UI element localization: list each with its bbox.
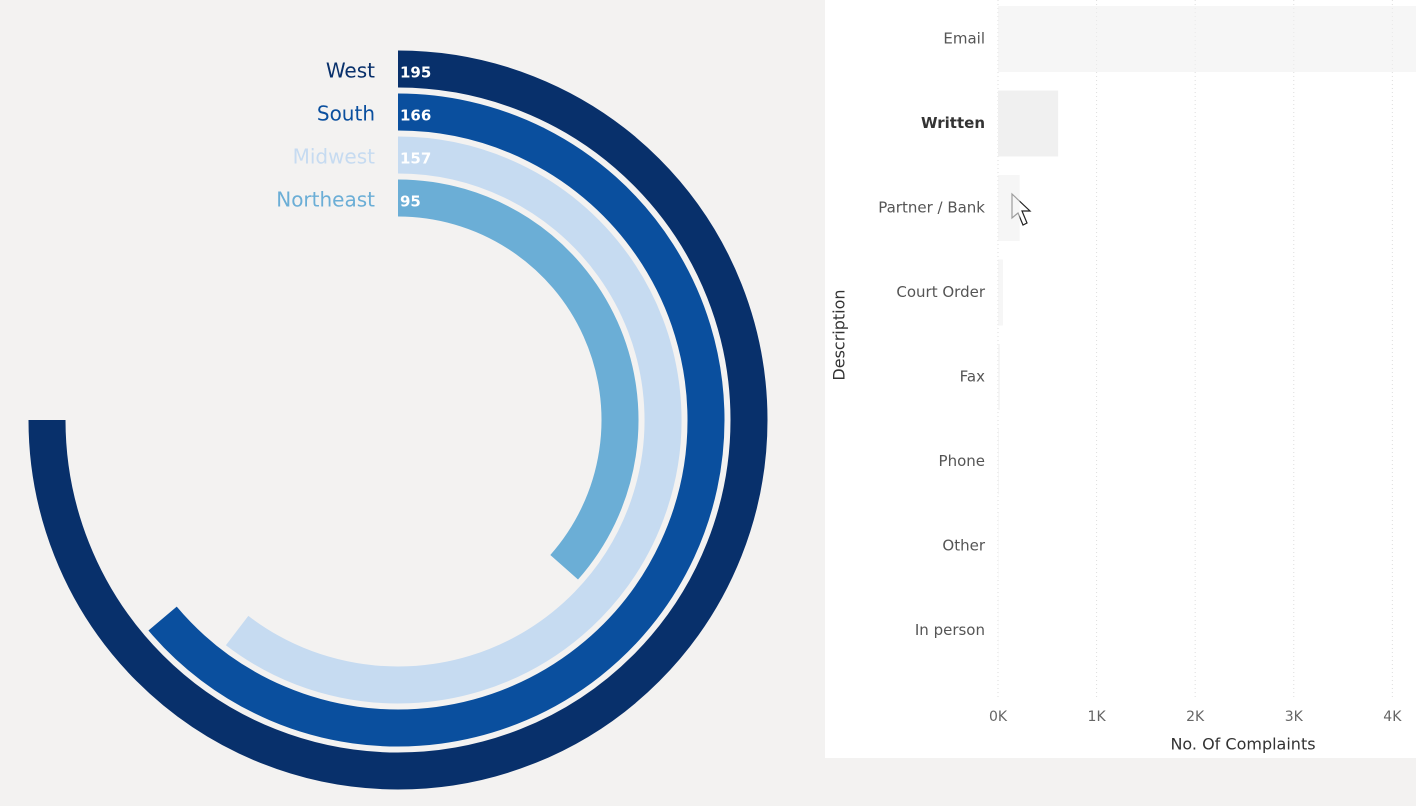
x-tick-label: 4K	[1383, 709, 1402, 725]
radial-bar	[225, 136, 682, 704]
bar	[998, 344, 1000, 410]
y-tick-label: Written	[921, 114, 985, 132]
y-tick-label: Other	[942, 537, 985, 555]
y-axis-title: Description	[830, 289, 849, 380]
y-tick-label: In person	[915, 621, 985, 639]
x-tick-label: 3K	[1285, 709, 1304, 725]
radial-bar	[397, 179, 639, 580]
y-tick-label: Phone	[939, 452, 985, 470]
radial-bar	[28, 50, 768, 790]
value-label: 95	[400, 193, 421, 211]
bar	[998, 6, 1416, 72]
y-tick-label: Partner / Bank	[878, 199, 985, 217]
bar	[998, 175, 1020, 241]
y-tick-label: Court Order	[896, 283, 985, 301]
bar	[998, 428, 999, 495]
category-label: West	[326, 59, 375, 83]
y-tick-label: Fax	[960, 368, 985, 386]
bar	[998, 259, 1003, 326]
radial-bar	[148, 93, 725, 747]
x-tick-label: 2K	[1186, 709, 1205, 725]
category-label: South	[317, 102, 375, 126]
bar-panel	[825, 0, 1416, 758]
y-tick-label: Email	[943, 30, 985, 48]
category-label: Midwest	[293, 145, 376, 169]
x-tick-label: 0K	[989, 709, 1008, 725]
x-tick-label: 1K	[1088, 709, 1107, 725]
x-axis-title: No. Of Complaints	[1170, 735, 1315, 754]
value-label: 157	[400, 150, 431, 168]
bar	[998, 90, 1059, 157]
value-label: 166	[400, 107, 431, 125]
value-label: 195	[400, 64, 431, 82]
category-label: Northeast	[276, 188, 375, 212]
